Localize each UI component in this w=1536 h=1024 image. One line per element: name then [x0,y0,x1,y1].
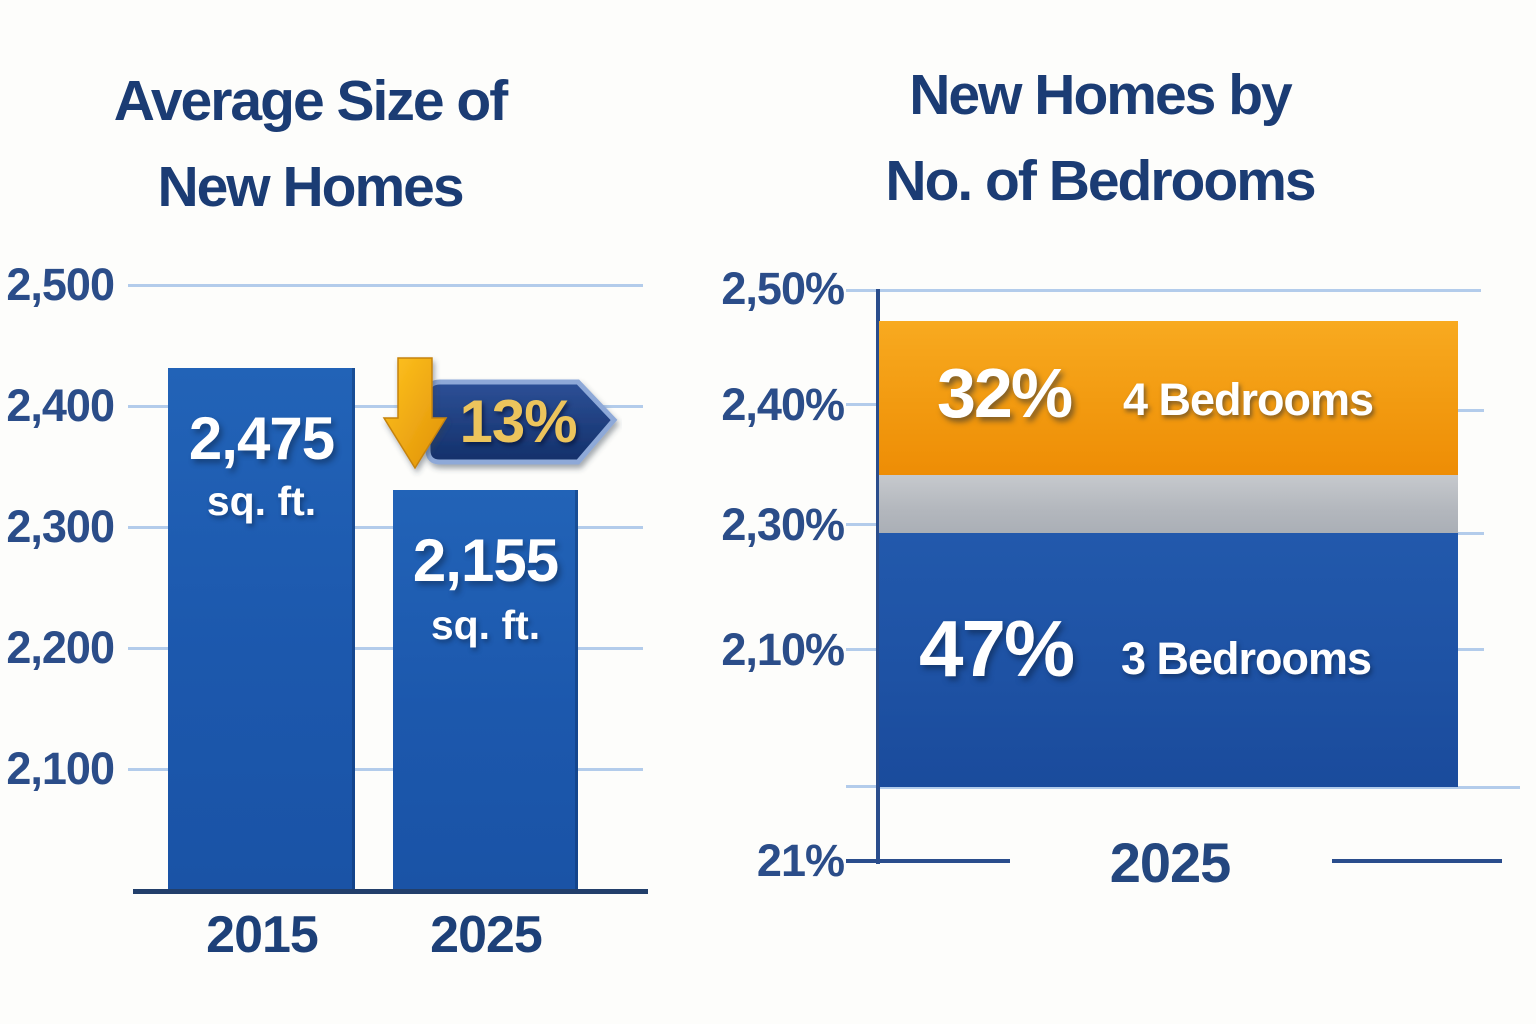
avg-size-chart: Average Size of New Homes 2,500 2,400 2,… [0,0,660,1024]
y-axis-tick-label: 2,500 [6,259,115,310]
bar-2015-value-label: 2,475 [188,405,335,472]
y-axis-tick-label: 2,30% [721,499,845,550]
y-axis-line [876,289,880,864]
bar-2015: 2,475 sq. ft. [168,368,355,889]
tick-right-210 [1458,648,1484,651]
x-axis-label-2015: 2015 [206,906,319,964]
x-axis-label-2025: 2025 [430,906,543,964]
y-axis-tick-label: 2,50% [721,263,845,314]
y-axis-tick-label: 2,400 [6,380,115,431]
x-axis-line [133,889,648,894]
gridline-bar-bottom [879,786,1520,789]
tick-right-230 [1458,532,1484,535]
segment-4br-name-label: 4 Bedrooms [1123,374,1374,425]
segment-unlabeled [879,475,1458,533]
x-axis-year-label: 2025 [1109,831,1232,894]
right-chart-title-line1: New Homes by [909,63,1292,127]
tick-left-210 [846,648,878,651]
y-axis-tick-label: 21% [756,835,845,886]
tick-right-240 [1458,409,1484,412]
x-axis-line-left [846,859,1010,863]
left-chart-title: Average Size of New Homes [60,58,560,230]
badge-percent-label: 13% [459,388,577,455]
bar-2025-unit-label: sq. ft. [430,602,541,648]
x-axis-line-right [1332,859,1502,863]
gridline-top [846,289,1481,292]
y-axis-tick-label: 2,10% [721,624,845,675]
bar-2025: 2,155 sq. ft. [393,490,578,889]
segment-4-bedrooms: 32% 4 Bedrooms [879,321,1458,475]
y-axis-tick-label: 2,200 [6,622,115,673]
gridline-2100 [128,768,643,771]
segment-4br-pct-label: 32% [937,354,1073,432]
bedrooms-chart: New Homes by No. of Bedrooms 2,50% 2,40%… [660,0,1536,1024]
y-axis-tick-label: 2,300 [6,501,115,552]
gridline-2500 [128,284,643,287]
decrease-badge [382,357,618,470]
right-chart-title-line2: No. of Bedrooms [885,149,1316,213]
left-chart-title-line2: New Homes [157,155,464,219]
bar-2025-value-label: 2,155 [412,527,559,594]
tick-left-240 [846,403,878,406]
gridline-2200 [128,647,643,650]
gridline-2400 [128,405,643,408]
y-axis-tick-label: 2,40% [721,379,845,430]
down-arrow-icon [382,357,448,470]
tick-left-230 [846,523,878,526]
segment-3br-pct-label: 47% [919,604,1075,693]
tick-left-bottom [846,785,878,788]
y-axis-tick-label: 2,100 [6,743,115,794]
left-chart-title-line1: Average Size of [113,69,508,133]
segment-3br-name-label: 3 Bedrooms [1121,633,1372,684]
right-chart-title: New Homes by No. of Bedrooms [760,52,1440,224]
gridline-2300 [128,526,643,529]
segment-3-bedrooms: 47% 3 Bedrooms [879,533,1458,787]
bar-2015-unit-label: sq. ft. [206,478,317,524]
